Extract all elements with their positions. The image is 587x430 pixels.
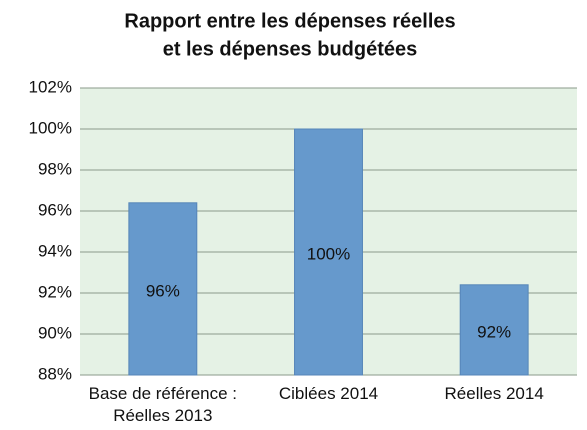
- y-tick-label: 98%: [38, 159, 72, 178]
- value-label: 100%: [307, 244, 350, 263]
- y-tick-label: 88%: [38, 364, 72, 383]
- bar: [459, 284, 529, 376]
- x-tick-label: Réelles 2014: [445, 384, 544, 403]
- value-label: 92%: [477, 322, 511, 341]
- value-label: 96%: [146, 281, 180, 300]
- y-tick-label: 92%: [38, 282, 72, 301]
- chart-title: et les dépenses budgétées: [163, 38, 418, 60]
- x-tick-label-line: Base de référence :: [89, 384, 237, 403]
- y-tick-label: 94%: [38, 241, 72, 260]
- x-tick-label: Ciblées 2014: [279, 384, 378, 403]
- bar: [294, 128, 363, 376]
- x-tick-label-line: Ciblées 2014: [279, 384, 378, 403]
- bar: [128, 202, 198, 376]
- x-tick-label: Base de référence : Réelles 2013: [89, 384, 237, 425]
- y-tick-label: 96%: [38, 200, 72, 219]
- x-tick-label-line: Réelles 2013: [113, 406, 212, 425]
- y-tick-label: 102%: [29, 77, 72, 96]
- x-tick-label-line: Réelles 2014: [445, 384, 544, 403]
- y-tick-label: 100%: [29, 118, 72, 137]
- y-tick-label: 90%: [38, 323, 72, 342]
- chart-title: Rapport entre les dépenses réelles: [124, 10, 455, 32]
